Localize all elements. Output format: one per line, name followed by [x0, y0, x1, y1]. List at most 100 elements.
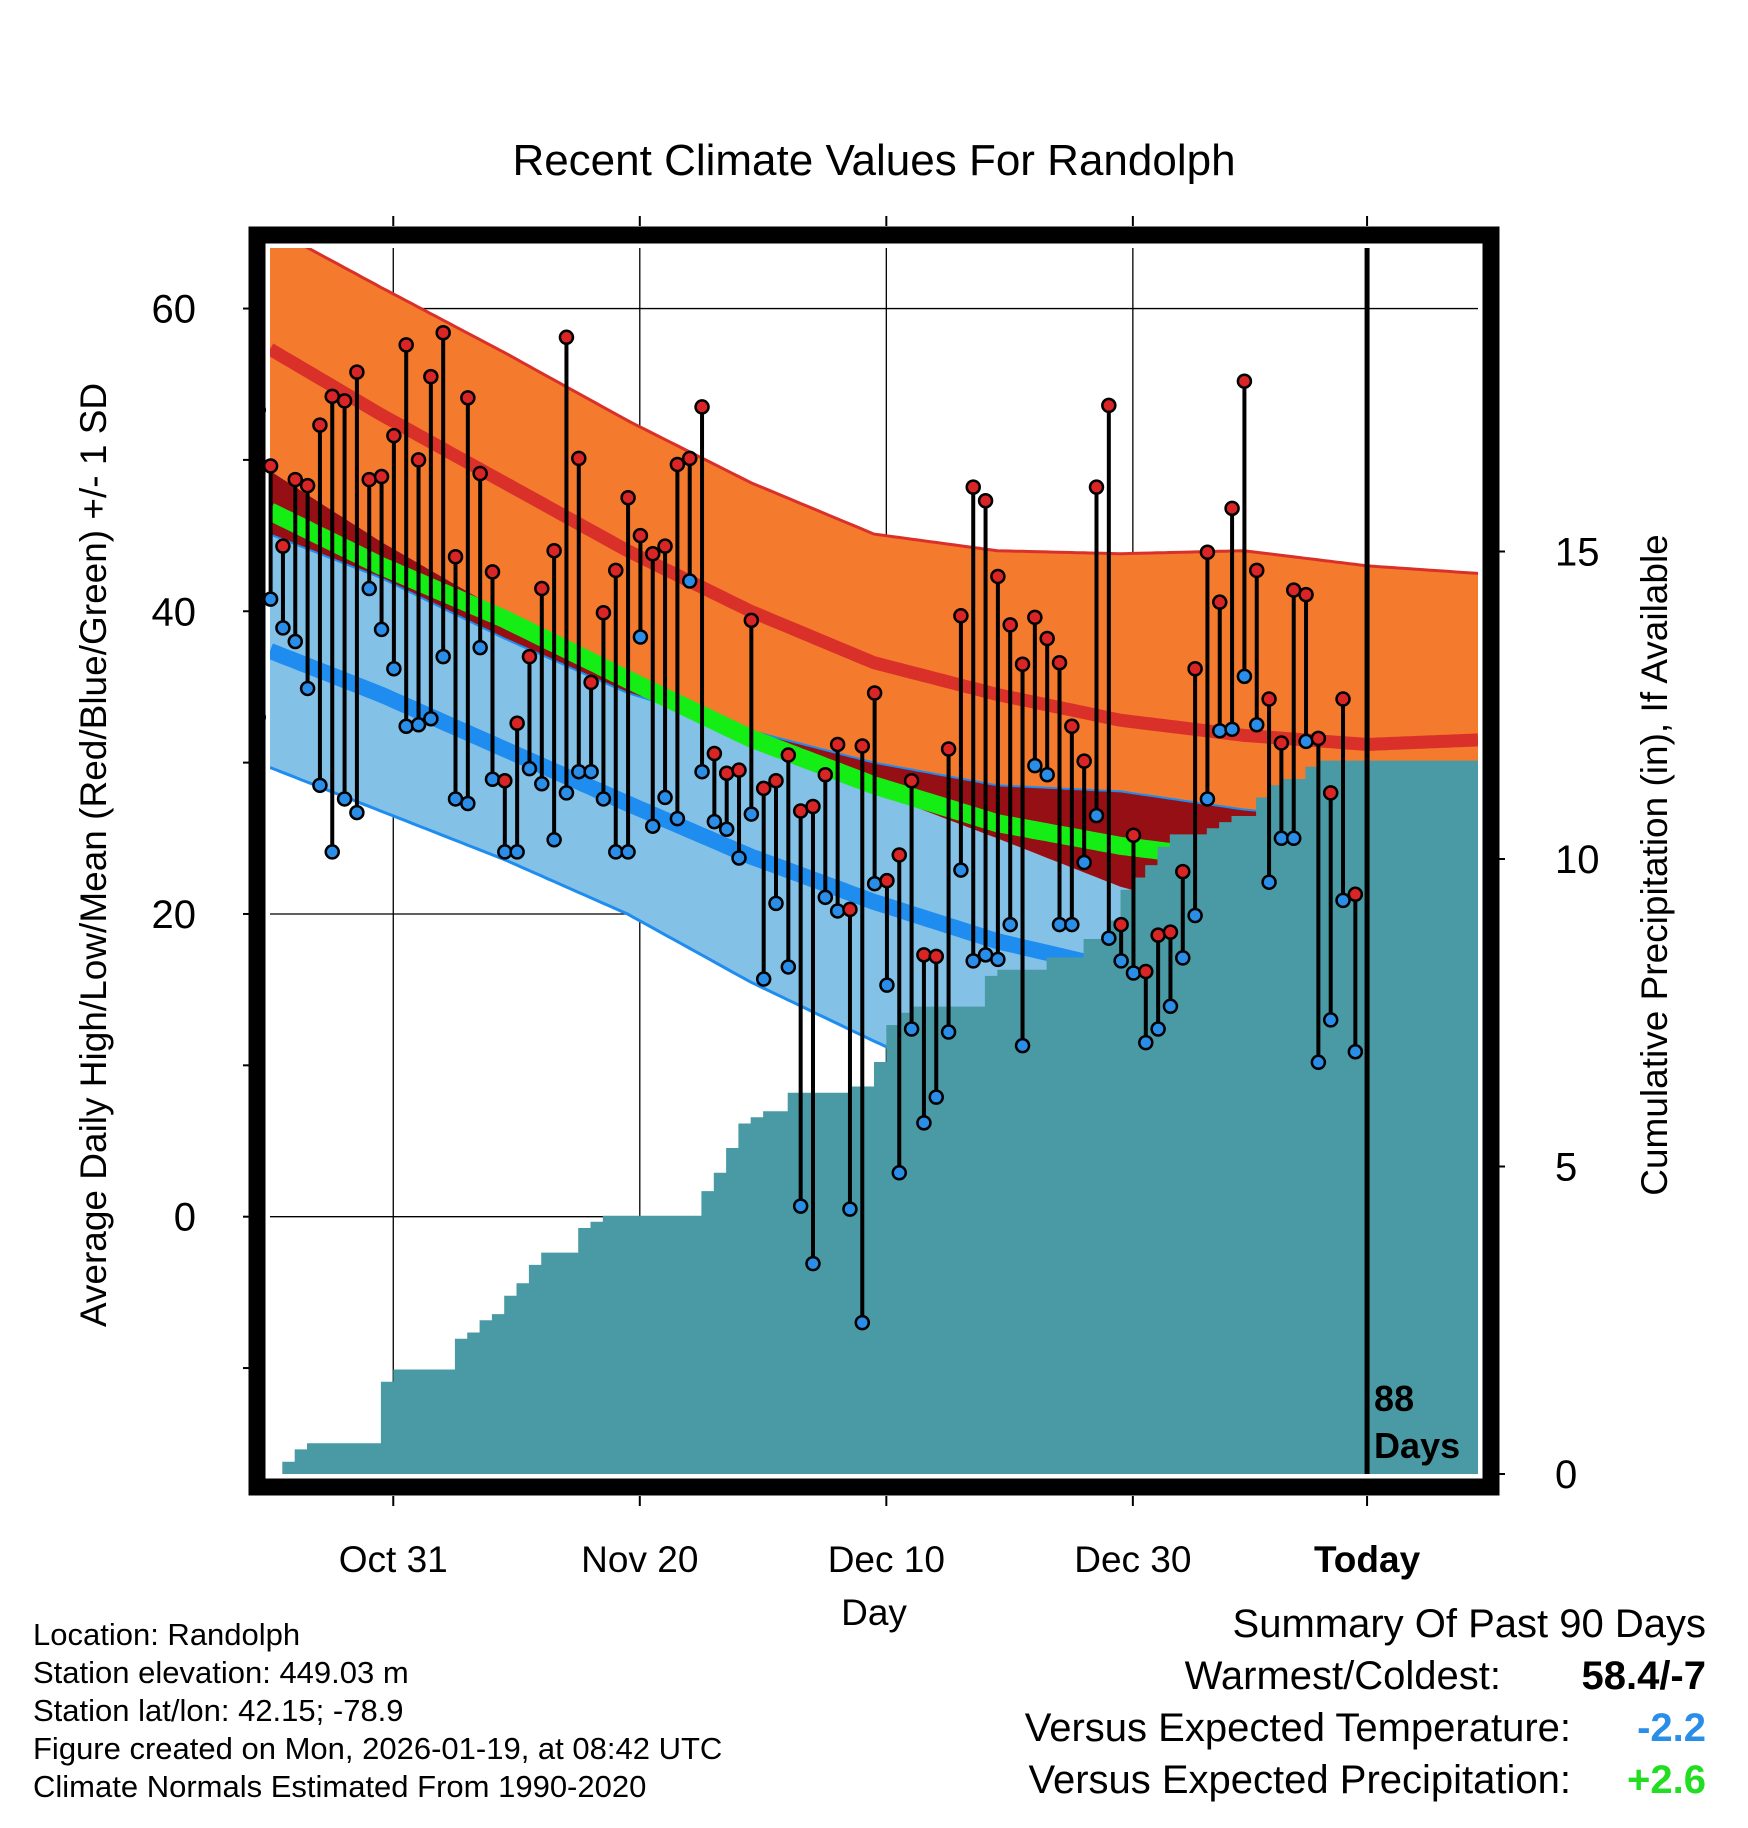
- high-point: [1175, 863, 1191, 880]
- high-point: [484, 564, 501, 580]
- high-point: [447, 549, 464, 565]
- low-point: [1113, 953, 1129, 969]
- high-band-upper-edge: [304, 248, 1478, 575]
- low-point: [817, 889, 834, 906]
- high-point: [509, 715, 525, 732]
- high-point: [632, 527, 649, 544]
- high-point: [324, 388, 340, 405]
- high-point: [891, 847, 908, 863]
- high-point: [595, 605, 612, 621]
- high-point: [1051, 654, 1068, 671]
- high-point: [435, 325, 451, 341]
- high-point: [903, 773, 920, 789]
- high-point: [571, 450, 587, 467]
- low-point: [1150, 1021, 1166, 1037]
- low-point: [792, 1198, 809, 1214]
- high-point: [373, 468, 390, 485]
- precip-value: +2.6: [1627, 1758, 1706, 1802]
- created-text: Figure created on Mon, 2026-01-19, at 08…: [33, 1731, 723, 1766]
- high-point: [1027, 609, 1043, 626]
- low-point: [595, 791, 612, 807]
- low-point: [521, 760, 538, 777]
- summary-precip-row: Versus Expected Precipitation: +2.6: [1025, 1758, 1706, 1810]
- summary-warm-cold-row: Warmest/Coldest: 58.4/-7: [1025, 1654, 1706, 1706]
- warm-cold-value: 58.4/-7: [1581, 1654, 1706, 1698]
- high-point: [275, 538, 291, 554]
- high-sd-band: [270, 248, 1478, 924]
- high-point: [423, 368, 439, 385]
- warm-cold-label: Warmest/Coldest:: [1184, 1654, 1501, 1698]
- high-point: [1273, 735, 1290, 751]
- low-point: [509, 844, 525, 860]
- low-point: [1088, 807, 1105, 824]
- high-point: [1064, 718, 1080, 735]
- low-point: [866, 875, 883, 892]
- high-point: [1002, 617, 1018, 633]
- high-point: [1101, 397, 1117, 414]
- low-point: [312, 777, 328, 794]
- high-point: [1125, 827, 1142, 844]
- high-point: [842, 901, 858, 918]
- y-tick-label-0: 0: [174, 1196, 196, 1240]
- low-point: [1335, 892, 1351, 909]
- high-point: [940, 741, 957, 757]
- x-tick-label-3: Dec 30: [1074, 1539, 1191, 1580]
- high-point: [398, 337, 414, 353]
- high-point: [1162, 924, 1179, 940]
- y-tick-label-3: 60: [152, 288, 197, 332]
- low-point: [299, 680, 316, 697]
- location-text: Location: Randolph: [33, 1617, 301, 1652]
- high-point: [386, 427, 402, 444]
- low-point: [1298, 733, 1314, 750]
- high-point: [1199, 544, 1216, 560]
- high-point: [879, 872, 895, 889]
- low-point: [1064, 916, 1080, 933]
- high-point: [1285, 582, 1302, 598]
- low-point: [953, 862, 969, 878]
- high-point: [534, 580, 550, 597]
- low-point: [755, 971, 772, 987]
- low-point: [768, 895, 784, 912]
- high-point: [497, 773, 513, 789]
- low-point: [706, 813, 723, 830]
- high-point: [1236, 373, 1253, 389]
- low-point: [287, 633, 304, 650]
- low-point: [731, 850, 747, 866]
- high-point: [1261, 691, 1277, 707]
- high-point: [990, 568, 1006, 585]
- temp-value: -2.2: [1637, 1706, 1706, 1750]
- latlon-text: Station lat/lon: 42.15; -78.9: [33, 1693, 404, 1728]
- low-point: [484, 771, 501, 788]
- low-point: [1027, 757, 1043, 774]
- high-point: [866, 685, 883, 701]
- low-point: [1199, 791, 1216, 807]
- low-point: [373, 621, 390, 638]
- low-point: [940, 1024, 957, 1040]
- high-point: [1248, 562, 1265, 579]
- low-point: [681, 573, 698, 589]
- high-point: [620, 489, 636, 506]
- high-point: [312, 417, 328, 433]
- high-point: [1113, 916, 1129, 933]
- low-point: [1261, 874, 1277, 890]
- y-tick-label-1: 20: [152, 893, 197, 937]
- low-point: [879, 977, 895, 993]
- low-point: [534, 776, 550, 792]
- low-point: [620, 844, 636, 860]
- x-tick-label-2: Dec 10: [828, 1539, 945, 1580]
- high-point: [1322, 785, 1339, 801]
- low-point: [903, 1021, 920, 1037]
- low-point: [805, 1255, 821, 1272]
- high-point: [928, 948, 944, 965]
- high-point: [336, 393, 353, 409]
- high-point: [1347, 886, 1364, 903]
- high-point: [1150, 927, 1166, 943]
- high-point: [829, 736, 846, 753]
- high-point: [792, 803, 809, 819]
- high-point: [731, 762, 747, 778]
- today-label-1: Days: [1374, 1425, 1460, 1466]
- low-point: [965, 953, 981, 969]
- low-point: [891, 1165, 908, 1181]
- low-point: [324, 844, 340, 860]
- low-point: [1162, 998, 1179, 1015]
